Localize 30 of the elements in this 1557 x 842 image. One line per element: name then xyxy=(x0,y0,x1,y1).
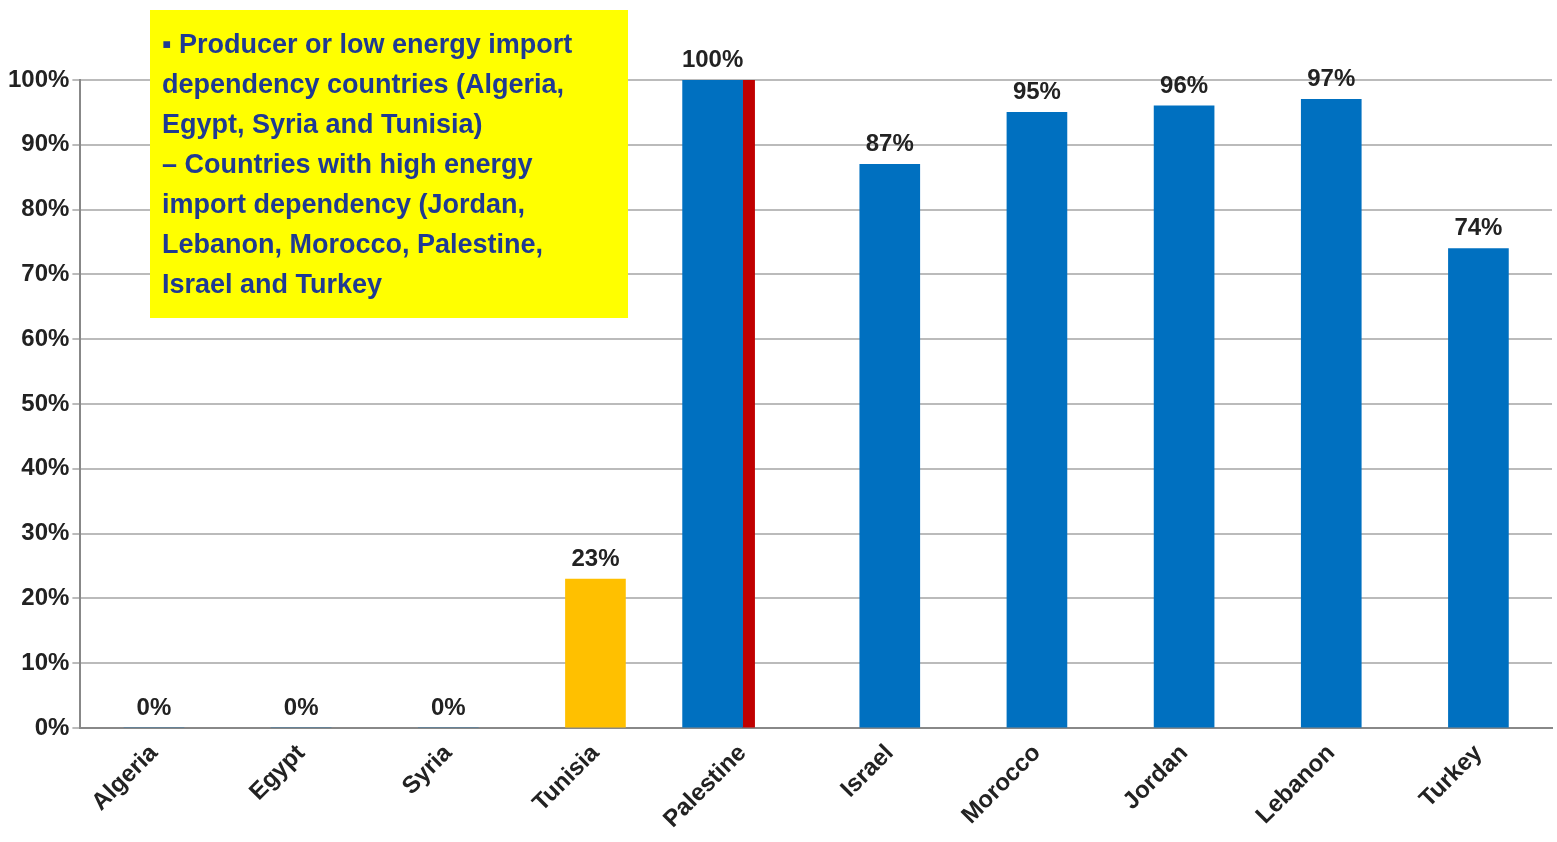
bar xyxy=(1153,105,1215,728)
data-label: 0% xyxy=(136,692,172,720)
data-label: 0% xyxy=(283,692,319,720)
y-tick-label: 30% xyxy=(21,518,70,546)
data-label: 96% xyxy=(1160,70,1209,98)
y-tick-label: 90% xyxy=(21,129,70,157)
y-tick-label: 80% xyxy=(21,194,70,222)
bar xyxy=(742,80,755,728)
y-tick-label: 0% xyxy=(34,712,70,740)
y-tick-label: 50% xyxy=(21,388,70,416)
y-tick-label: 100% xyxy=(7,64,70,92)
y-tick-label: 60% xyxy=(21,323,70,351)
y-tick-label: 40% xyxy=(21,453,70,481)
bar xyxy=(1300,99,1362,728)
bar xyxy=(1006,112,1068,728)
y-tick-label: 10% xyxy=(21,647,70,675)
data-label: 95% xyxy=(1012,77,1061,105)
data-label: 23% xyxy=(571,543,620,571)
annotation: ▪ Producer or low energy import dependency countries (Algeria, Egypt, Syria and Tunisia) xyxy=(162,28,574,141)
bar xyxy=(565,578,626,728)
data-label: 100% xyxy=(681,44,744,72)
data-label: 74% xyxy=(1454,213,1503,241)
data-label: 87% xyxy=(865,128,914,156)
bar xyxy=(859,163,921,728)
annotation: – Countries with high energy import dependency (Jordan, Lebanon, Morocco, Palestine, Israel and Turkey xyxy=(162,148,545,301)
data-label: 97% xyxy=(1307,64,1356,92)
y-tick-label: 70% xyxy=(21,259,70,287)
bar xyxy=(1448,248,1509,728)
y-tick-label: 20% xyxy=(21,583,70,611)
data-label: 0% xyxy=(430,692,466,720)
